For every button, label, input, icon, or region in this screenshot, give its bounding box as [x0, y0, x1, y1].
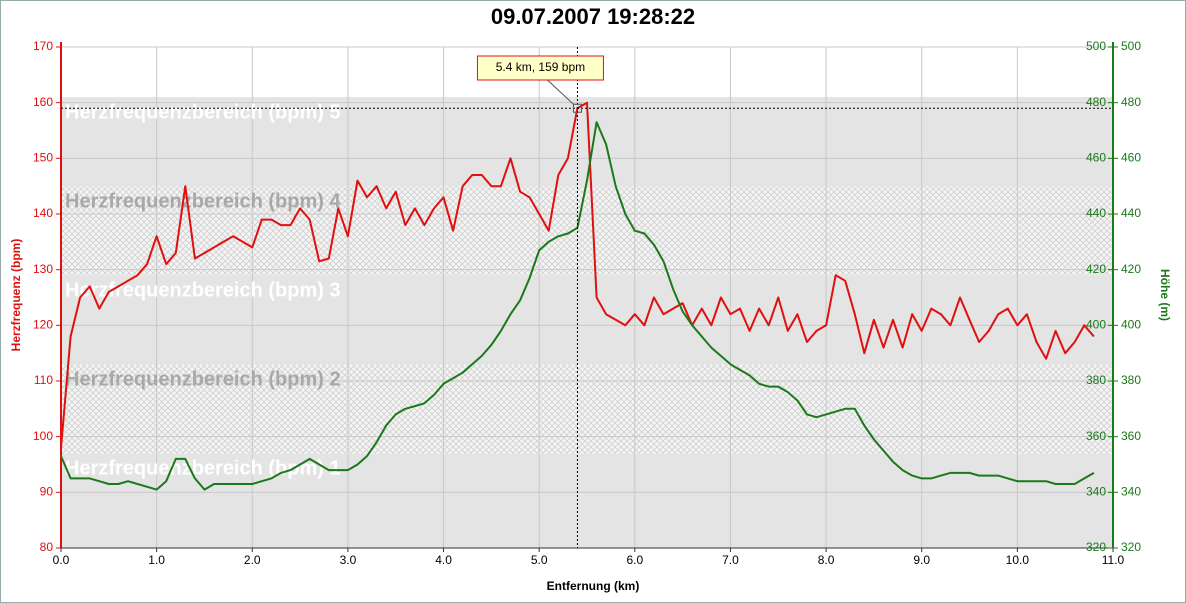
y2-tick-label: 380 — [1121, 373, 1141, 387]
y-tick-label: 150 — [33, 151, 53, 165]
zone-label: Herzfrequenzbereich (bpm) 3 — [65, 280, 341, 302]
y2-tick-label: 340 — [1086, 485, 1106, 499]
zone-label: Herzfrequenzbereich (bpm) 2 — [65, 369, 341, 391]
x-tick-label: 1.0 — [148, 553, 165, 567]
x-tick-label: 2.0 — [244, 553, 261, 567]
cursor-marker — [572, 103, 582, 113]
zone — [61, 275, 1113, 365]
y2-tick-label: 380 — [1086, 373, 1106, 387]
y-tick-label: 110 — [34, 373, 53, 387]
y2-tick-label: 360 — [1121, 429, 1141, 443]
y-tick-label: 160 — [33, 95, 53, 109]
y2-tick-label: 480 — [1121, 95, 1141, 109]
y2-tick-label: 400 — [1086, 318, 1106, 332]
x-tick-label: 10.0 — [1006, 553, 1030, 567]
y2-tick-label: 400 — [1121, 318, 1141, 332]
y-tick-label: 80 — [40, 540, 54, 554]
tooltip-label: 5.4 km, 159 bpm — [496, 60, 585, 74]
y2-tick-label: 500 — [1121, 39, 1141, 53]
x-tick-label: 7.0 — [722, 553, 739, 567]
zone — [61, 453, 1113, 548]
y2-tick-label: 340 — [1121, 485, 1141, 499]
x-tick-label: 9.0 — [913, 553, 930, 567]
x-tick-label: 4.0 — [435, 553, 452, 567]
y2-axis-label: Höhe (m) — [1158, 269, 1172, 321]
y-tick-label: 130 — [33, 262, 53, 276]
zone — [61, 364, 1113, 454]
y2-tick-label: 420 — [1086, 262, 1106, 276]
y2-tick-label: 360 — [1086, 429, 1106, 443]
y2-tick-label: 440 — [1121, 206, 1141, 220]
y-axis-label: Herzfrequenz (bpm) — [9, 239, 23, 352]
x-axis-label: Entfernung (km) — [547, 579, 640, 593]
x-tick-label: 3.0 — [340, 553, 357, 567]
zone-label: Herzfrequenzbereich (bpm) 4 — [65, 190, 341, 212]
y-tick-label: 140 — [33, 206, 53, 220]
tooltip-box — [476, 55, 604, 81]
x-tick-label: 11.0 — [1102, 553, 1125, 567]
chart-title: 09.07.2007 19:28:22 — [491, 4, 695, 29]
zone-label: Herzfrequenzbereich (bpm) 1 — [65, 458, 341, 480]
x-tick-label: 5.0 — [531, 553, 548, 567]
x-tick-label: 0.0 — [53, 553, 70, 567]
y2-tick-label: 480 — [1086, 95, 1106, 109]
tooltip-pointer — [547, 79, 574, 105]
x-tick-label: 6.0 — [626, 553, 643, 567]
y-tick-label: 120 — [33, 318, 53, 332]
y2-tick-label: 460 — [1121, 151, 1141, 165]
x-tick-label: 8.0 — [818, 553, 835, 567]
y2-tick-label: 320 — [1086, 540, 1106, 554]
y-tick-label: 100 — [33, 429, 53, 443]
y-tick-label: 170 — [33, 39, 53, 53]
zone — [61, 186, 1113, 276]
y2-tick-label: 440 — [1086, 206, 1106, 220]
y2-tick-label: 420 — [1121, 262, 1141, 276]
y2-tick-label: 500 — [1086, 39, 1106, 53]
y-tick-label: 90 — [40, 485, 54, 499]
zone-label: Herzfrequenzbereich (bpm) 5 — [65, 101, 341, 123]
y2-tick-label: 460 — [1086, 151, 1106, 165]
y2-tick-label: 320 — [1121, 540, 1141, 554]
